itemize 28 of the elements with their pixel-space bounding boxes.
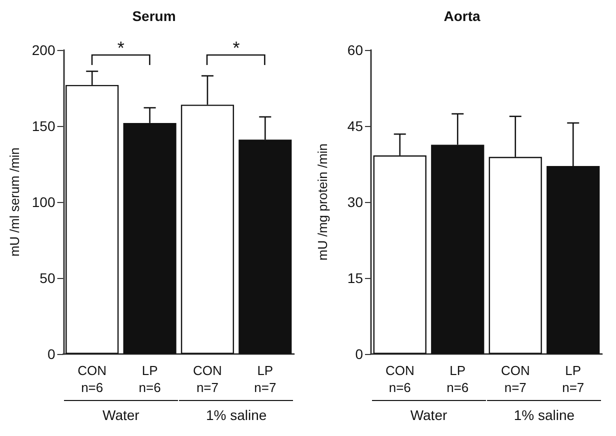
annotation: * bbox=[116, 38, 126, 59]
x-tick-label: CON n=7 bbox=[500, 363, 530, 395]
x-tick-label: CON n=6 bbox=[78, 363, 107, 395]
y-tick-label: 45 bbox=[347, 118, 364, 134]
chart-title: Serum bbox=[132, 8, 176, 24]
x-tick-label: CON n=6 bbox=[385, 363, 414, 395]
y-tick-label: 15 bbox=[347, 270, 364, 286]
chart-title: Aorta bbox=[444, 8, 480, 24]
x-tick-label: LP n=6 bbox=[446, 363, 469, 395]
text: Water bbox=[64, 400, 178, 423]
y-tick-label: 200 bbox=[32, 42, 56, 58]
annotation: * bbox=[232, 38, 241, 59]
text: 1% saline bbox=[487, 400, 602, 423]
y-tick-label: 100 bbox=[32, 194, 56, 210]
y-axis-title: mU /mg protein /min bbox=[315, 143, 330, 261]
x-tick-label: CON n=7 bbox=[193, 363, 222, 395]
y-tick-label: 50 bbox=[40, 270, 56, 286]
x-tick-label: LP n=6 bbox=[138, 363, 161, 395]
y-tick-label: 0 bbox=[47, 346, 56, 362]
x-tick-label: LP n=7 bbox=[562, 363, 584, 395]
y-tick-label: 30 bbox=[347, 194, 364, 210]
x-tick-label: LP n=7 bbox=[254, 363, 276, 395]
y-tick-label: 60 bbox=[347, 42, 364, 58]
y-axis-title: mU /ml serum /min bbox=[7, 147, 22, 257]
y-tick-label: 0 bbox=[355, 346, 364, 362]
y-tick-label: 150 bbox=[32, 118, 56, 134]
text: Water bbox=[372, 400, 486, 423]
text: 1% saline bbox=[179, 400, 294, 423]
